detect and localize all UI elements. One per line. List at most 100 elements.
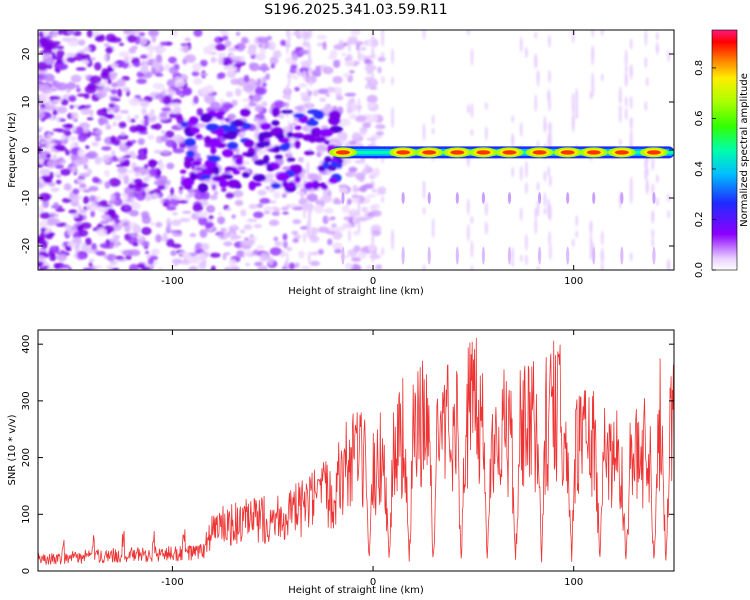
spectrogram-blob [310,227,319,236]
spectrogram-blob [77,156,89,165]
spectrogram-blob [70,136,78,142]
carrier-streak-low [592,246,596,265]
spectrogram-streak [651,238,655,248]
spectrogram-streak [651,209,655,222]
spectrogram-blob [320,200,326,207]
spectrogram-blob [38,126,44,131]
spectrogram-blob [254,87,266,95]
spectrogram-blob [153,149,164,154]
spectrogram-blob [128,263,139,270]
spectrogram-streak [484,101,488,110]
spectrogram-blob [66,242,79,247]
snr-x-ticks: -100 0 100 [161,330,583,588]
spectrogram-blob [193,95,199,105]
spectrogram-blob [128,232,138,237]
spectrogram-blob [235,88,242,97]
spectrogram-streak [575,112,579,119]
spectrogram-blob [225,91,234,98]
spectrogram-streak [519,121,523,137]
spectrogram-streak [422,264,426,270]
spectrogram-blob [89,57,96,61]
spectrogram-y-tick-label: -20 [21,238,32,254]
spectrogram-blob [327,55,336,59]
spectrogram-blob [288,203,300,208]
spectrogram-blob [285,57,294,65]
spectrogram-blob [133,178,143,185]
carrier-streak-mid [507,192,512,204]
spectrogram-blob [243,224,253,231]
spectrogram-band-blob [195,133,203,140]
spectrogram-blob [280,39,287,47]
spectrogram-x-ticks: -100 0 100 [161,30,583,287]
spectrogram-blob [171,196,184,200]
spectrogram-blob [263,211,271,215]
spectrogram-blob [94,135,102,142]
spectrogram-blob [296,104,305,113]
spectrogram-blob [223,231,228,239]
spectrogram-blob [195,123,207,129]
spectrogram-blob [75,67,87,71]
spectrogram-band-blob [192,160,202,167]
spectrogram-blob [231,99,238,107]
spectrogram-blob [136,71,144,78]
spectrogram-blob [219,231,225,237]
spectrogram-blob [56,82,68,91]
spectrogram-blob [338,184,349,189]
spectrogram-blob [270,63,276,69]
spectrogram-blob [52,128,64,132]
spectrogram-blob [77,134,86,139]
spectrogram-blob [316,144,327,153]
spectrogram-blob [354,159,366,164]
spectrogram-blob [155,47,168,52]
colorbar-tick-label: 0.4 [694,161,705,177]
spectrogram-blob [64,123,74,129]
spectrogram-blob [375,130,384,136]
spectrogram-blob [273,190,281,199]
spectrogram-blob [57,30,63,36]
spectrogram-band-blob [271,120,280,126]
spectrogram-streak [536,199,540,217]
spectrogram-blob [129,210,139,217]
spectrogram-blob [213,190,219,196]
spectrogram-blob [86,30,94,38]
spectrogram-blob [245,262,251,267]
spectrogram-streak [624,75,628,87]
spectrogram-blob [200,242,210,251]
spectrogram-blob [266,35,273,41]
spectrogram-streak [309,67,313,74]
spectrogram-blob [39,212,51,220]
spectrogram-blob [85,246,94,254]
spectrogram-blob [371,188,377,193]
spectrogram-band-blob [292,164,303,175]
spectrogram-blob [293,234,302,240]
spectrogram-streak [524,160,528,179]
spectrogram-blob [310,235,320,243]
spectrogram-blob [111,267,120,270]
spectrogram-streak [644,101,648,112]
spectrogram-streak [524,254,528,266]
spectrogram-blob [298,49,311,55]
spectrogram-blob [322,41,327,51]
spectrogram-blob [93,62,102,71]
spectrogram-blob [38,95,47,101]
spectrogram-blob [125,141,134,147]
spectrogram-blob [363,58,371,64]
spectrogram-blob [253,211,264,219]
spectrogram-blob [132,224,142,234]
spectrogram-blob [140,36,148,46]
spectrogram-blob [159,111,168,118]
spectrogram-blob [147,257,154,265]
spectrogram-blob [141,215,152,224]
spectrogram-blob [40,227,47,232]
spectrogram-blob [366,137,377,142]
spectrogram-streak [629,38,633,50]
spectrogram-blob [375,264,383,270]
spectrogram-x-tick-label: 0 [370,276,376,287]
spectrogram-blob [226,207,232,212]
spectrogram-blob [38,192,51,202]
spectrogram-blob [109,74,117,81]
spectrogram-band-blob [208,138,221,147]
spectrogram-blob [145,250,150,255]
spectrogram-blob [273,100,285,109]
spectrogram-blob [322,66,334,75]
